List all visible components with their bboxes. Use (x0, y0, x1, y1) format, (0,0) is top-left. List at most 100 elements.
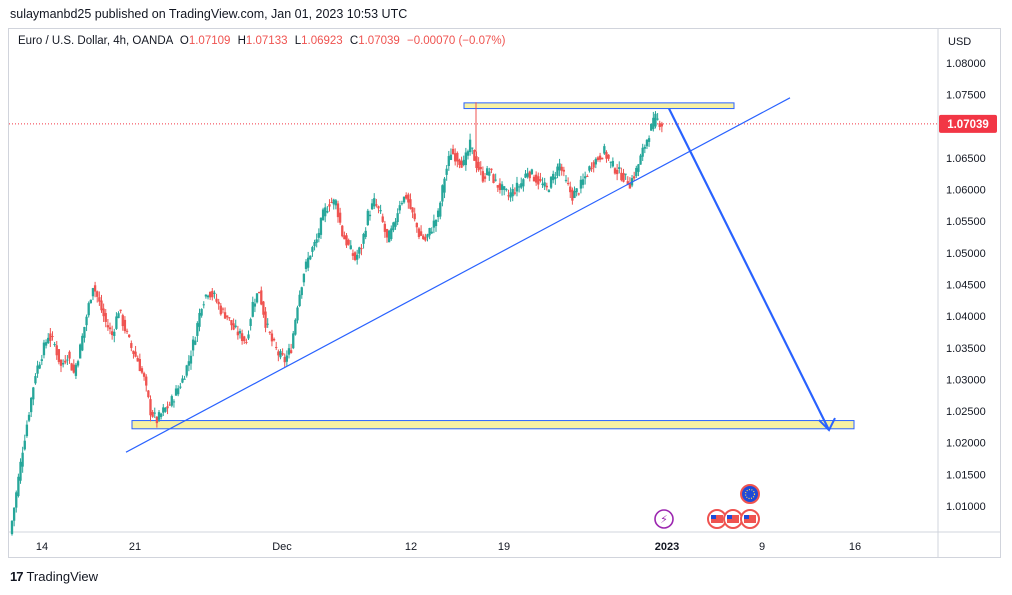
symbol-title[interactable]: Euro / U.S. Dollar, 4h, OANDA (18, 35, 173, 47)
candle-body (300, 287, 303, 296)
candle-body (76, 361, 80, 366)
candle-body (27, 414, 31, 421)
candle-body (468, 139, 472, 153)
candle-body (383, 223, 387, 232)
candle-body (294, 319, 297, 335)
candle-body (253, 303, 257, 307)
candle-body (432, 220, 436, 228)
price-tick-label: 1.06000 (946, 185, 986, 197)
tradingview-footer[interactable]: 17 TradingView (10, 569, 98, 584)
candle-body (87, 303, 90, 316)
candle-body (586, 175, 589, 177)
candle-body (270, 333, 274, 342)
price-tick-label: 1.03500 (946, 343, 986, 355)
price-tick-label: 1.04500 (946, 280, 986, 292)
candle-body (324, 207, 327, 217)
open-label: O (179, 35, 189, 47)
candle-body (215, 298, 218, 302)
candle-body (42, 342, 46, 356)
candle-body (296, 307, 299, 321)
candle-body (569, 186, 572, 193)
candle-body (351, 253, 355, 256)
candle-body (381, 216, 384, 222)
candle-body (390, 228, 393, 239)
candle-body (292, 333, 295, 349)
candle-body (102, 308, 105, 317)
candle-body (524, 173, 527, 178)
candle-body (513, 192, 516, 194)
price-tick-label: 1.05500 (946, 216, 986, 228)
eu-flag-event-icon[interactable] (740, 484, 760, 504)
candle-body (366, 210, 369, 225)
candle-body (66, 359, 69, 361)
low-label: L (294, 35, 302, 47)
candle-body (635, 167, 638, 177)
candle-body (138, 358, 141, 372)
candle-body (656, 118, 659, 120)
candle-body (571, 189, 574, 201)
candle-body (38, 364, 41, 369)
candle-body (601, 157, 604, 160)
candle-body (485, 168, 489, 176)
candle-body (396, 213, 399, 222)
candle-body (196, 323, 199, 336)
candle-body (477, 161, 480, 171)
candle-body (577, 193, 580, 195)
candle-body (236, 331, 240, 336)
candle-body (575, 188, 578, 193)
candle-body (311, 247, 314, 252)
us-flag-canton-icon (727, 515, 732, 519)
candle-body (306, 257, 310, 268)
candle-body (573, 191, 576, 198)
ascending-trendline[interactable] (125, 97, 791, 453)
candle-body (556, 166, 559, 176)
candle-body (422, 235, 425, 240)
candle-body (415, 222, 418, 228)
candle-body (315, 239, 318, 243)
candle-body (498, 183, 502, 191)
candle-body (174, 388, 178, 396)
candle-body (208, 291, 212, 298)
candle-body (341, 225, 344, 237)
candle-body (132, 350, 135, 354)
candle-body (545, 185, 548, 188)
support-zone[interactable] (131, 420, 855, 430)
candle-body (57, 349, 61, 363)
candle-body (264, 311, 267, 328)
candle-body (609, 161, 612, 163)
candle-body (255, 293, 259, 303)
projection-arrow-line[interactable] (668, 108, 830, 431)
us-flag-canton-icon (711, 515, 716, 519)
candle-body (328, 204, 331, 207)
candle-body (226, 315, 229, 318)
candle-body (93, 285, 97, 292)
candle-body (583, 176, 587, 179)
candle-body (618, 167, 621, 170)
candle-body (119, 309, 122, 311)
candle-body (458, 159, 461, 165)
resistance-zone[interactable] (463, 102, 735, 110)
candle-body (598, 155, 602, 160)
candle-body (10, 520, 14, 535)
candle-body (654, 113, 657, 127)
candle-body (266, 323, 269, 325)
candle-body (285, 355, 289, 362)
candle-body (125, 330, 129, 332)
candle-body (166, 406, 169, 409)
candle-body (70, 363, 73, 371)
candle-body (164, 407, 167, 412)
candle-body (289, 350, 293, 353)
candle-body (632, 176, 636, 179)
candle-body (398, 205, 401, 211)
open-value: 1.07109 (188, 35, 231, 47)
candle-body (136, 357, 139, 362)
candle-body (204, 294, 208, 297)
candle-body (262, 301, 265, 315)
candle-body (298, 294, 301, 306)
candle-body (321, 209, 325, 221)
flash-event-icon[interactable] (654, 509, 674, 529)
candle-body (223, 312, 227, 319)
candle-body (592, 162, 595, 168)
candle-body (411, 207, 414, 213)
